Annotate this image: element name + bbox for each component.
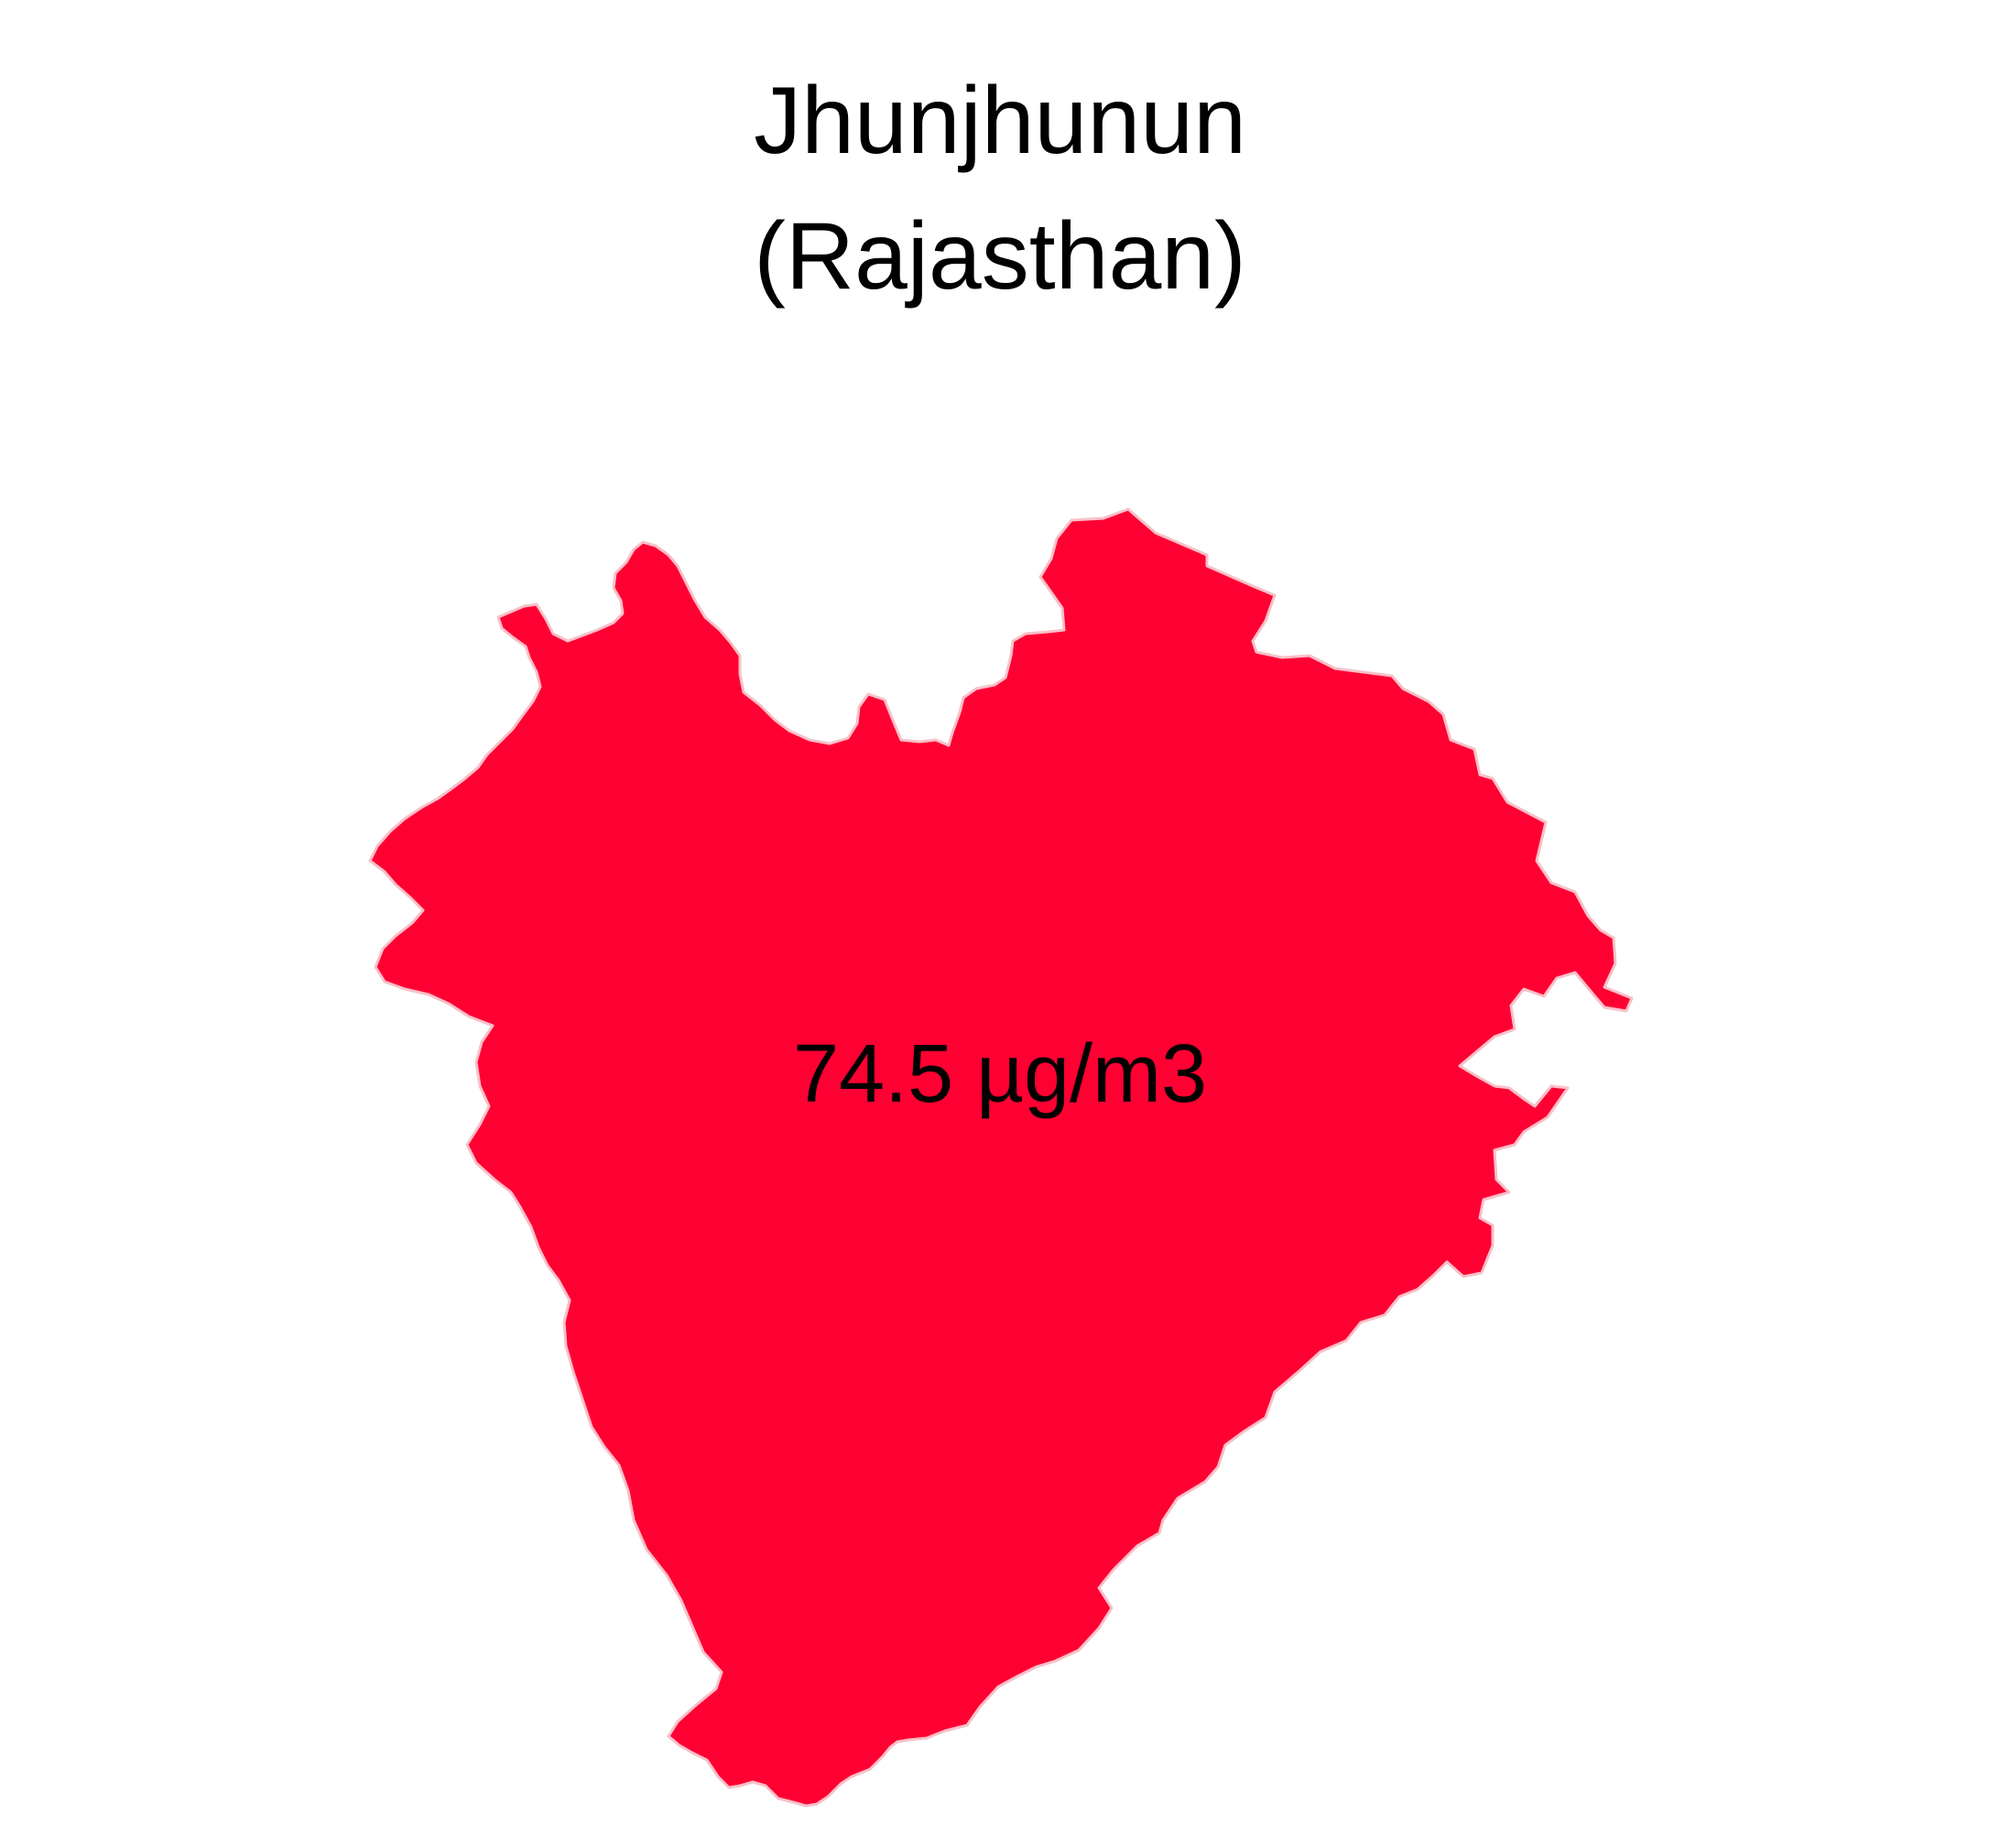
state-name: (Rajasthan) [754,203,1246,310]
district-boundary [368,507,1634,1808]
map-title: Jhunjhunun (Rajasthan) [0,53,2000,324]
district-name: Jhunjhunun [754,68,1246,174]
pm25-value-label: 74.5 µg/m3 [792,1028,1208,1120]
